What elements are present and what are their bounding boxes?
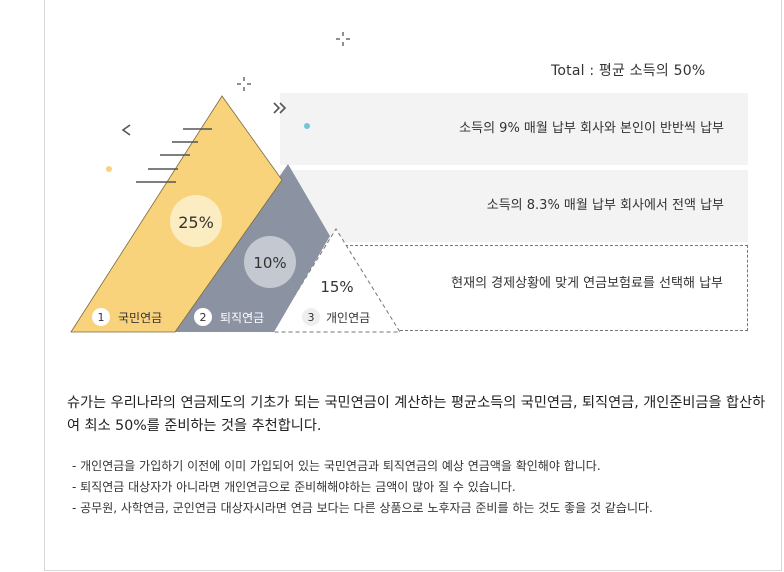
sparkle-icon bbox=[237, 77, 251, 91]
tier-3-percent: 15% bbox=[320, 278, 353, 296]
dot-decoration bbox=[106, 166, 112, 172]
tier-3-name: 개인연금 bbox=[326, 311, 370, 325]
content-frame bbox=[44, 0, 782, 571]
arrow-left-icon bbox=[121, 124, 131, 136]
tier-1-number-badge bbox=[92, 308, 110, 326]
tier-2-percent: 10% bbox=[253, 254, 286, 272]
tier-2-description: 소득의 8.3% 매월 납부 회사에서 전액 납부 bbox=[280, 170, 748, 242]
note-item: - 퇴직연금 대상자가 아니라면 개인연금으로 준비해해야하는 금액이 많아 질… bbox=[72, 480, 516, 494]
note-item: - 개인연금을 가입하기 이전에 이미 가입되어 있는 국민연금과 퇴직연금의 … bbox=[72, 459, 601, 473]
tier-2-number-badge bbox=[194, 308, 212, 326]
tier-2-name: 퇴직연금 bbox=[220, 311, 264, 325]
notes-list: - 개인연금을 가입하기 이전에 이미 가입되어 있는 국민연금과 퇴직연금의 … bbox=[72, 456, 653, 519]
tier-1-percent-circle bbox=[170, 195, 222, 247]
total-label: Total : 평균 소득의 50% bbox=[551, 63, 706, 79]
note-item: - 공무원, 사학연금, 군인연금 대상자시라면 연금 보다는 다른 상품으로 … bbox=[72, 501, 653, 515]
tier-3-number: 3 bbox=[308, 311, 315, 324]
tier-3-number-badge bbox=[302, 308, 320, 326]
tier-3-triangle bbox=[271, 228, 401, 333]
tier-2-percent-circle bbox=[244, 236, 296, 288]
double-chevron-right-icon bbox=[273, 102, 287, 114]
dot-decoration bbox=[304, 123, 310, 129]
tier-1-name: 국민연금 bbox=[118, 311, 162, 325]
sparkle-icon bbox=[336, 32, 350, 46]
tier-1-number: 1 bbox=[98, 311, 105, 324]
tier-2-number: 2 bbox=[200, 311, 207, 324]
summary-text: 슈가는 우리나라의 연금제도의 기초가 되는 국민연금이 계산하는 평균소득의 … bbox=[67, 395, 766, 434]
speed-lines bbox=[136, 128, 212, 183]
tier-1-description: 소득의 9% 매월 납부 회사와 본인이 반반씩 납부 bbox=[280, 93, 748, 165]
tier-1-percent: 25% bbox=[178, 213, 214, 232]
